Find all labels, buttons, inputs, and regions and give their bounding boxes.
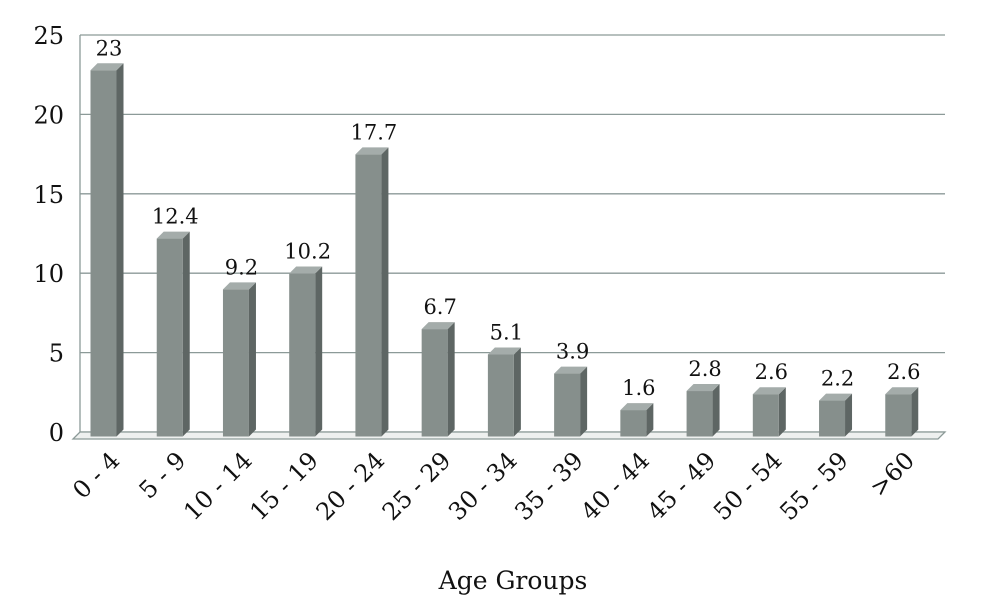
y-tick-label: 20	[33, 101, 64, 129]
bar-top	[554, 366, 588, 374]
bar-front	[487, 354, 514, 437]
bar-side	[248, 282, 256, 437]
bar-side	[182, 231, 190, 437]
bar	[355, 147, 389, 437]
bar	[156, 231, 190, 437]
bar	[487, 347, 521, 437]
bar-top	[620, 403, 654, 411]
bar-side	[778, 387, 786, 437]
bar-side	[447, 322, 455, 437]
bar-front	[289, 273, 316, 437]
bar-front	[355, 154, 382, 437]
bar-top	[752, 387, 786, 395]
bar-top	[355, 147, 389, 155]
x-tick-label: 20 - 24	[311, 446, 391, 526]
data-label: 2.6	[887, 360, 920, 384]
data-label: 1.6	[622, 376, 655, 400]
data-label: 2.6	[755, 360, 788, 384]
bar	[222, 282, 256, 437]
bar-top	[487, 347, 521, 355]
bar-side	[315, 266, 323, 437]
bar-side	[911, 387, 919, 437]
bar-front	[554, 373, 581, 437]
x-tick-label: 25 - 29	[377, 446, 457, 526]
data-label: 9.2	[225, 255, 258, 279]
bar-side	[845, 393, 853, 437]
x-axis-title: Age Groups	[438, 566, 588, 595]
data-label: 2.8	[688, 357, 721, 381]
bar	[819, 393, 853, 437]
bar	[686, 384, 720, 437]
bar-side	[116, 63, 124, 437]
x-tick-label: 5 - 9	[134, 446, 192, 504]
bar-top	[156, 231, 190, 239]
bar-front	[819, 400, 846, 437]
bars	[90, 63, 919, 437]
bar-top	[885, 387, 919, 395]
x-tick-label: 15 - 19	[244, 446, 324, 526]
y-tick-label: 0	[49, 419, 64, 447]
data-label: 3.9	[556, 340, 589, 364]
data-label: 6.7	[423, 295, 456, 319]
bar-front	[885, 394, 912, 437]
bar-front	[222, 289, 249, 437]
bar	[421, 322, 455, 437]
bar-side	[580, 366, 588, 437]
x-tick-label: 40 - 44	[576, 446, 656, 526]
data-label: 10.2	[284, 240, 331, 264]
bar	[554, 366, 588, 437]
bar-top	[686, 384, 720, 392]
y-tick-label: 5	[49, 340, 64, 368]
x-tick-label: >60	[864, 446, 920, 502]
x-tick-label: 0 - 4	[67, 446, 125, 504]
bar-front	[421, 329, 448, 437]
bar-front	[90, 70, 117, 437]
y-tick-label: 25	[33, 22, 64, 50]
bar-side	[513, 347, 521, 437]
data-label: 12.4	[152, 205, 199, 229]
bar-front	[686, 391, 713, 437]
data-label: 17.7	[351, 120, 398, 144]
bar-side	[646, 403, 654, 437]
bar	[752, 387, 786, 437]
bar	[289, 266, 323, 437]
bar-front	[156, 238, 183, 437]
bar-side	[381, 147, 389, 437]
data-label: 2.2	[821, 367, 854, 391]
bar	[885, 387, 919, 437]
bar-top	[222, 282, 256, 290]
x-tick-label: 35 - 39	[509, 446, 589, 526]
bar-front	[752, 394, 779, 437]
y-tick-label: 15	[33, 181, 64, 209]
x-tick-label: 30 - 34	[443, 446, 523, 526]
y-axis-ticks: 0 5 10 15 20 25	[33, 22, 64, 447]
x-tick-label: 55 - 59	[774, 446, 854, 526]
x-tick-label: 10 - 14	[178, 446, 258, 526]
data-labels: 23 12.4 9.2 10.2 17.7 6.7 5.1 3.9 1.6 2.8 2.6 2.2 2.…	[96, 36, 921, 400]
bar-top	[421, 322, 455, 330]
data-label: 23	[96, 36, 123, 60]
data-label: 5.1	[490, 321, 523, 345]
x-tick-label: 45 - 49	[642, 446, 722, 526]
bar-top	[289, 266, 323, 274]
bar	[620, 403, 654, 437]
bar-top	[90, 63, 124, 71]
y-tick-label: 10	[33, 260, 64, 288]
bar	[90, 63, 124, 437]
bar-top	[819, 393, 853, 401]
bar-front	[620, 410, 647, 437]
x-tick-label: 50 - 54	[708, 446, 788, 526]
bar-side	[712, 384, 720, 437]
